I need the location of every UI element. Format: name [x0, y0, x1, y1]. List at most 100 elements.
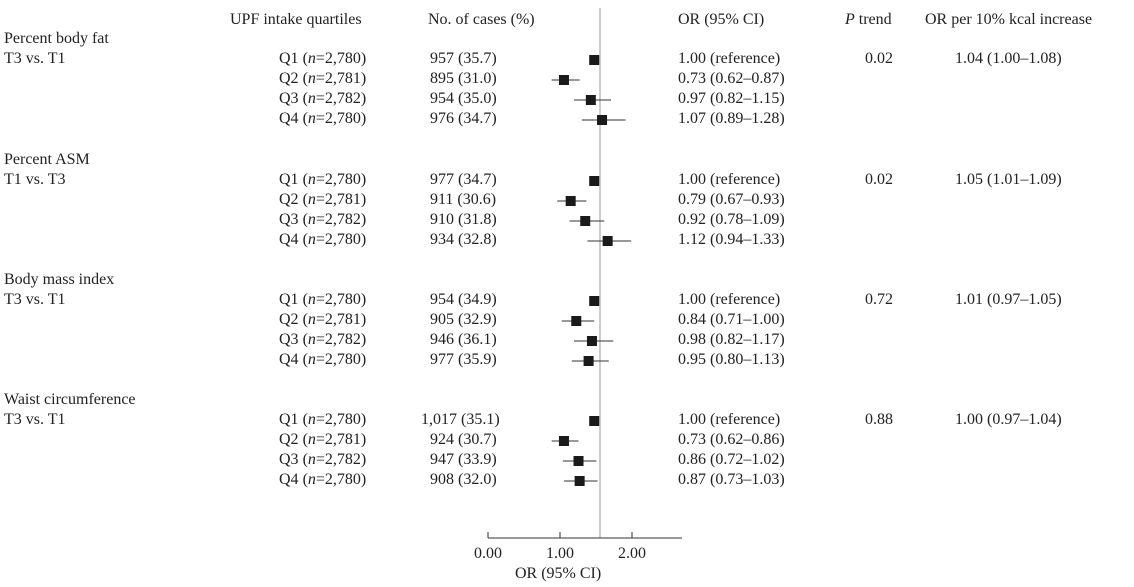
n-value: 2,780 [324, 471, 361, 488]
cases-value: 1,017 (35.1) [421, 411, 500, 428]
equals-sign: = [315, 191, 325, 208]
or-point-marker [571, 316, 582, 326]
quartile-name: Q1 [279, 291, 299, 308]
or-point-marker [558, 436, 569, 446]
n-symbol: n [307, 110, 316, 127]
n-symbol: n [307, 471, 316, 488]
header-quartiles: UPF intake quartiles [230, 11, 362, 28]
cases-value: 976 (34.7) [430, 110, 497, 127]
paren-close: ) [360, 171, 367, 188]
quartile-label: Q3 (n=2,782) [279, 332, 366, 348]
n-symbol: n [307, 191, 316, 208]
or-point-marker [602, 236, 613, 246]
paren-open: ( [298, 191, 308, 208]
quartile-label: Q2 (n=2,781) [279, 192, 366, 208]
group-comparison: T3 vs. T1 [4, 50, 66, 67]
paren-close: ) [360, 50, 367, 67]
paren-open: ( [298, 211, 308, 228]
n-symbol: n [307, 411, 316, 428]
or-point-marker [589, 176, 600, 186]
n-value: 2,782 [324, 331, 361, 348]
or-ci-text: 0.87 (0.73–1.03) [678, 471, 785, 488]
p-trend-value: 0.72 [865, 291, 893, 308]
quartile-label: Q2 (n=2,781) [279, 432, 366, 448]
cases-value: 977 (34.7) [430, 171, 497, 188]
or-ci-text: 0.97 (0.82–1.15) [678, 90, 785, 107]
n-symbol: n [307, 331, 316, 348]
or-ci-text: 0.79 (0.67–0.93) [678, 191, 785, 208]
n-value: 2,781 [324, 70, 361, 87]
paren-close: ) [360, 331, 367, 348]
quartile-name: Q1 [279, 411, 299, 428]
quartile-name: Q2 [279, 431, 299, 448]
paren-open: ( [298, 90, 308, 107]
or-ci-text: 1.00 (reference) [678, 411, 781, 428]
paren-close: ) [360, 411, 367, 428]
or-ci-text: 0.73 (0.62–0.87) [678, 70, 785, 87]
paren-open: ( [298, 110, 308, 127]
paren-open: ( [298, 451, 308, 468]
cases-value: 905 (32.9) [430, 311, 497, 328]
group-comparison: T3 vs. T1 [4, 291, 66, 308]
quartile-name: Q4 [279, 231, 299, 248]
quartile-label: Q3 (n=2,782) [279, 212, 366, 228]
quartile-name: Q3 [279, 90, 299, 107]
quartile-name: Q1 [279, 50, 299, 67]
header-p-italic: P [845, 11, 855, 28]
equals-sign: = [315, 291, 325, 308]
group-title: Waist circumference [4, 391, 136, 408]
or-ci-text: 1.00 (reference) [678, 291, 781, 308]
paren-close: ) [360, 291, 367, 308]
paren-open: ( [298, 411, 308, 428]
or-ci-text: 0.86 (0.72–1.02) [678, 451, 785, 468]
quartile-name: Q3 [279, 331, 299, 348]
quartile-name: Q3 [279, 451, 299, 468]
paren-open: ( [298, 70, 308, 87]
header-or-per-10: OR per 10% kcal increase [925, 11, 1093, 28]
cases-value: 908 (32.0) [430, 471, 497, 488]
x-tick-label: 2.00 [618, 545, 646, 562]
cases-value: 895 (31.0) [430, 70, 497, 87]
quartile-name: Q4 [279, 110, 299, 127]
n-symbol: n [307, 70, 316, 87]
or-point-marker [565, 196, 576, 206]
x-tick-label: 1.00 [546, 545, 574, 562]
equals-sign: = [315, 311, 325, 328]
paren-close: ) [360, 70, 367, 87]
quartile-name: Q2 [279, 191, 299, 208]
group-title: Body mass index [4, 271, 115, 288]
equals-sign: = [315, 411, 325, 428]
n-symbol: n [307, 231, 316, 248]
group-title: Percent ASM [4, 151, 90, 168]
equals-sign: = [315, 110, 325, 127]
cases-value: 924 (30.7) [430, 431, 497, 448]
n-value: 2,781 [324, 431, 361, 448]
group-comparison: T3 vs. T1 [4, 411, 66, 428]
quartile-label: Q4 (n=2,780) [279, 111, 366, 127]
quartile-label: Q1 (n=2,780) [279, 412, 366, 428]
or-ci-text: 0.73 (0.62–0.86) [678, 431, 785, 448]
paren-open: ( [298, 171, 308, 188]
or-ci-text: 0.95 (0.80–1.13) [678, 351, 785, 368]
paren-close: ) [360, 191, 367, 208]
paren-open: ( [298, 351, 308, 368]
p-trend-value: 0.02 [865, 50, 893, 67]
n-value: 2,782 [324, 451, 361, 468]
or-per-10-value: 1.01 (0.97–1.05) [955, 291, 1062, 308]
paren-open: ( [298, 50, 308, 67]
or-point-marker [589, 296, 600, 306]
quartile-label: Q1 (n=2,780) [279, 51, 366, 67]
n-value: 2,780 [324, 351, 361, 368]
or-ci-text: 1.00 (reference) [678, 171, 781, 188]
or-point-marker [580, 216, 591, 226]
or-ci-text: 1.12 (0.94–1.33) [678, 231, 785, 248]
equals-sign: = [315, 171, 325, 188]
header-cases: No. of cases (%) [428, 11, 535, 28]
n-symbol: n [307, 90, 316, 107]
paren-close: ) [360, 471, 367, 488]
group-title: Percent body fat [4, 30, 109, 47]
equals-sign: = [315, 471, 325, 488]
n-symbol: n [307, 431, 316, 448]
n-value: 2,782 [324, 211, 361, 228]
